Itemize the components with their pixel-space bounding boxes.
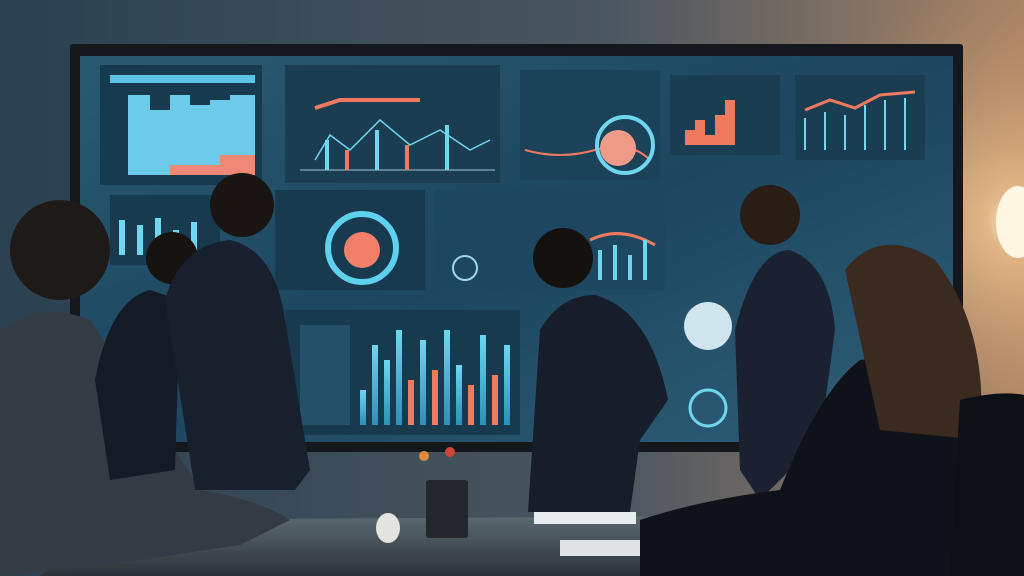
bar bbox=[420, 340, 426, 425]
bars bbox=[804, 98, 906, 150]
bar bbox=[360, 390, 366, 425]
panel bbox=[275, 190, 425, 290]
head bbox=[210, 173, 274, 237]
line bbox=[589, 232, 656, 247]
bar bbox=[384, 360, 390, 425]
flower bbox=[445, 447, 455, 457]
lamp bbox=[996, 186, 1024, 258]
pen-cup bbox=[426, 480, 468, 538]
panel bbox=[520, 70, 660, 180]
table-block bbox=[300, 325, 350, 425]
bar bbox=[408, 380, 414, 425]
head bbox=[10, 200, 110, 300]
line bbox=[524, 145, 651, 161]
bar bbox=[325, 140, 329, 170]
ring-center bbox=[344, 232, 380, 268]
bar bbox=[405, 145, 409, 170]
ring bbox=[688, 388, 728, 428]
bar bbox=[444, 330, 450, 425]
ring bbox=[452, 255, 478, 281]
area-chart bbox=[170, 155, 255, 175]
line bbox=[314, 98, 420, 110]
bar bbox=[445, 125, 449, 170]
globe bbox=[684, 302, 732, 350]
panel-bg bbox=[285, 65, 500, 183]
bar bbox=[372, 345, 378, 425]
person-standing bbox=[528, 295, 668, 512]
bar bbox=[456, 365, 462, 425]
flower bbox=[419, 451, 429, 461]
notebook bbox=[534, 512, 636, 524]
panel bbox=[670, 75, 780, 155]
ring bbox=[595, 115, 655, 175]
panel-bg bbox=[520, 70, 660, 180]
line bbox=[314, 118, 491, 161]
panel bbox=[285, 310, 520, 435]
ring bbox=[325, 211, 399, 285]
panel bbox=[285, 65, 500, 183]
people bbox=[0, 173, 1024, 576]
panel-bg bbox=[795, 75, 925, 160]
panel bbox=[100, 65, 262, 185]
head bbox=[740, 185, 800, 245]
bar bbox=[504, 345, 510, 425]
ring-center bbox=[600, 130, 636, 166]
bar bbox=[345, 150, 349, 170]
bar bbox=[432, 370, 438, 425]
person-standing bbox=[165, 240, 310, 490]
bar bbox=[480, 335, 486, 425]
panel bbox=[795, 75, 925, 160]
hair bbox=[845, 244, 982, 440]
chair bbox=[950, 393, 1024, 576]
panel-header bbox=[110, 75, 255, 83]
bar-chart bbox=[685, 100, 735, 145]
person-standing bbox=[95, 290, 180, 480]
bar bbox=[375, 130, 379, 170]
bar bbox=[468, 385, 474, 425]
figurine bbox=[376, 513, 400, 543]
line bbox=[804, 90, 916, 112]
head bbox=[533, 228, 593, 288]
bar bbox=[492, 375, 498, 425]
bars bbox=[598, 240, 647, 280]
bar bbox=[396, 330, 402, 425]
